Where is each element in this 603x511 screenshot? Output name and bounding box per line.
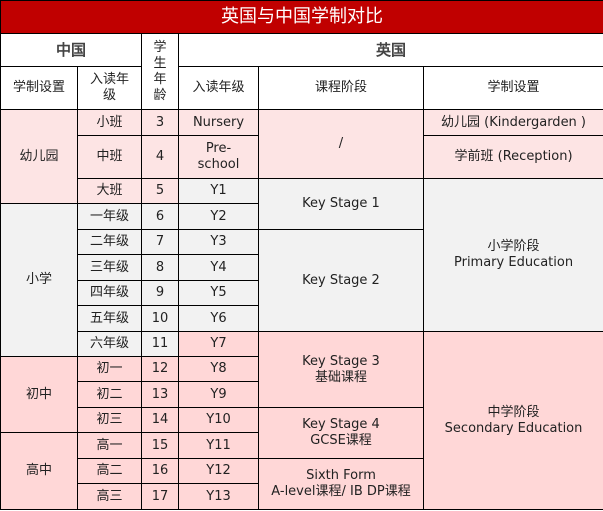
age: 11 <box>141 331 179 357</box>
age: 15 <box>141 432 179 459</box>
uk-grade: Y4 <box>178 254 259 281</box>
age: 14 <box>141 407 179 433</box>
uk-stage-header: 课程阶段 <box>258 66 424 110</box>
stage-ks2: Key Stage 2 <box>258 229 424 332</box>
age: 12 <box>141 356 179 382</box>
china-grade-header: 入读年 级 <box>77 66 142 110</box>
china-grade: 小班 <box>77 109 142 136</box>
uk-grade: Y8 <box>178 356 259 382</box>
table-row: 小学 一年级 6 Y2 <box>0 203 603 357</box>
table-row: 中班 4 Pre- school 学前班 (Reception) <box>1 135 603 179</box>
table-row: 二年级 7 Y3 Key Stage 2 <box>1 229 603 332</box>
china-grade: 六年级 <box>77 331 142 357</box>
china-grade: 大班 <box>77 178 142 204</box>
table-row: 高中 高一 15 Y11 <box>0 432 603 510</box>
china-grade: 三年级 <box>77 254 142 281</box>
table-row: 四年级 9 Y5 <box>1 280 603 306</box>
uk-grade: Y11 <box>178 432 259 459</box>
uk-grade: Y1 <box>178 178 259 204</box>
age: 9 <box>141 280 179 306</box>
uk-grade: Y7 <box>178 331 259 357</box>
china-grade: 高二 <box>77 458 142 484</box>
uk-system-kindergarden: 幼儿园 (Kindergarden ) <box>422 109 603 136</box>
table-title: 英国与中国学制对比 <box>0 0 603 34</box>
china-grade: 二年级 <box>77 229 142 255</box>
uk-system-reception: 学前班 (Reception) <box>422 135 603 179</box>
age: 8 <box>141 254 179 281</box>
group-senior: 高中 <box>0 432 78 510</box>
uk-grade: Nursery <box>178 109 259 136</box>
uk-system-header: 学制设置 <box>422 66 603 110</box>
table-row: 初中 初一 12 Y8 <box>0 356 603 433</box>
uk-grade: Pre- school <box>178 135 259 179</box>
china-header: 中国 <box>0 33 142 67</box>
uk-grade: Y13 <box>178 483 259 510</box>
age: 7 <box>141 229 179 255</box>
table-row: 六年级 11 Y7 Key Stage 3 基础课程 中学阶段 Secondar… <box>1 331 603 510</box>
china-grade: 五年级 <box>77 305 142 332</box>
uk-grade: Y10 <box>178 407 259 433</box>
group-primary: 小学 <box>0 203 78 357</box>
uk-grade: Y2 <box>178 203 259 230</box>
age: 6 <box>141 203 179 230</box>
china-grade: 高三 <box>77 483 142 510</box>
table-row: 高三 17 Y13 <box>1 483 603 510</box>
stage-sixth-form: Sixth Form A-level课程/ IB DP课程 <box>258 458 424 510</box>
age: 10 <box>141 305 179 332</box>
china-grade: 一年级 <box>77 203 142 230</box>
table-row: 大班 5 Y1 Key Stage 1 小学阶段 Primary Educati… <box>1 178 603 332</box>
table-row: 初二 13 Y9 <box>1 381 603 408</box>
age: 3 <box>141 109 179 136</box>
china-grade: 初三 <box>77 407 142 433</box>
age: 13 <box>141 381 179 408</box>
uk-system-primary: 小学阶段 Primary Education <box>422 178 603 332</box>
table-row: 初三 14 Y10 Key Stage 4 GCSE课程 <box>1 407 603 459</box>
china-grade: 初一 <box>77 356 142 382</box>
uk-grade-header: 入读年级 <box>178 66 259 110</box>
stage-ks4: Key Stage 4 GCSE课程 <box>258 407 424 459</box>
table-row: 三年级 8 Y4 <box>1 254 603 281</box>
china-grade: 高一 <box>77 432 142 459</box>
china-grade: 四年级 <box>77 280 142 306</box>
uk-grade: Y5 <box>178 280 259 306</box>
age: 16 <box>141 458 179 484</box>
table-row: 幼儿园 小班 3 Nursery / 幼儿园 (Kindergarden ) <box>0 109 603 204</box>
table-row: 五年级 10 Y6 <box>1 305 603 332</box>
group-kindergarten: 幼儿园 <box>0 109 78 204</box>
china-grade: 中班 <box>77 135 142 179</box>
table-row: 高二 16 Y12 Sixth Form A-level课程/ IB DP课程 <box>1 458 603 510</box>
age: 17 <box>141 483 179 510</box>
china-grade: 初二 <box>77 381 142 408</box>
age: 4 <box>141 135 179 179</box>
uk-grade: Y12 <box>178 458 259 484</box>
age: 5 <box>141 178 179 204</box>
stage-preschool: / <box>258 109 424 179</box>
age-header: 学 生 年 龄 <box>141 33 179 110</box>
stage-ks1: Key Stage 1 <box>258 178 424 230</box>
uk-grade: Y9 <box>178 381 259 408</box>
uk-header: 英国 <box>177 33 603 67</box>
uk-grade: Y6 <box>178 305 259 332</box>
china-system-header: 学制设置 <box>0 66 78 110</box>
stage-ks3: Key Stage 3 基础课程 <box>258 331 424 408</box>
uk-grade: Y3 <box>178 229 259 255</box>
uk-system-secondary: 中学阶段 Secondary Education <box>422 331 603 510</box>
group-junior: 初中 <box>0 356 78 433</box>
